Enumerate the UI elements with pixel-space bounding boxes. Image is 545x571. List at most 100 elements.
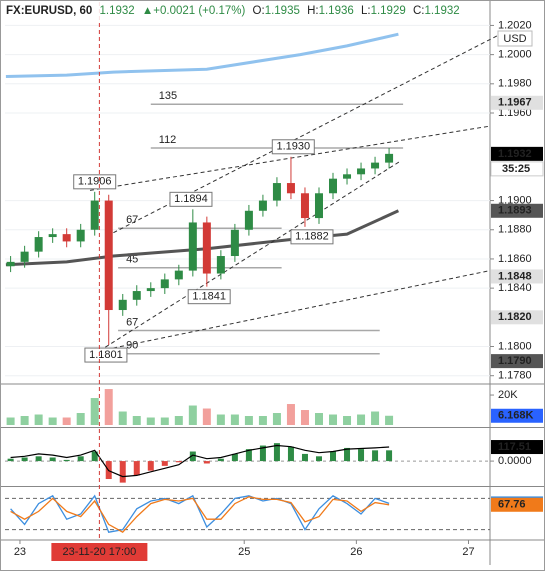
histogram-bar xyxy=(7,458,14,462)
volume-bar xyxy=(188,405,197,425)
candle-body xyxy=(174,270,183,280)
candle-body xyxy=(6,261,15,267)
price-label-bg xyxy=(491,310,543,325)
candle-body xyxy=(329,178,338,194)
candle-body xyxy=(48,234,57,238)
volume-bar xyxy=(272,413,281,425)
price-note-box xyxy=(187,289,231,305)
fib-level-label: 112 xyxy=(159,134,177,146)
candle-body xyxy=(34,237,43,252)
volume-bar xyxy=(286,404,295,425)
histogram-bar xyxy=(49,457,56,462)
price-note-box xyxy=(290,229,334,245)
volume-bar xyxy=(118,411,127,425)
price-note-box xyxy=(84,347,128,363)
volume-bar xyxy=(385,415,394,425)
histogram-bar xyxy=(175,461,182,463)
price-note: 1.1841 xyxy=(192,291,226,303)
volume-bar xyxy=(314,413,323,425)
volume-bar xyxy=(357,414,366,425)
trend-line xyxy=(99,270,491,352)
candle-body xyxy=(314,193,323,219)
histogram-bar xyxy=(77,456,84,462)
candle-body xyxy=(343,174,352,179)
price-label-bg xyxy=(491,269,543,284)
candle-body xyxy=(244,210,253,230)
candle-body xyxy=(76,229,85,242)
price-label-bg xyxy=(491,354,543,369)
histogram-bar xyxy=(358,449,365,462)
candle-body xyxy=(132,291,141,300)
ohlc-value: 1.1932 xyxy=(424,5,459,17)
volume-bar xyxy=(160,417,169,425)
fib-level-label: 45 xyxy=(126,254,138,266)
histogram-bar xyxy=(301,453,308,462)
volume-bar xyxy=(76,413,85,425)
candle-body xyxy=(188,222,197,271)
volume-bar xyxy=(20,416,29,425)
currency-box xyxy=(497,30,533,47)
candle-body xyxy=(216,256,225,274)
candle-body xyxy=(160,279,169,289)
volume-bar xyxy=(104,389,113,425)
fib-level-label: 90 xyxy=(126,340,138,352)
oscillator-line xyxy=(10,496,390,534)
candle-body xyxy=(202,222,211,274)
volume-bar xyxy=(258,416,267,425)
countdown: 35:25 xyxy=(502,163,530,175)
volume-bar xyxy=(34,414,43,425)
candle-body xyxy=(357,168,366,175)
candle-body xyxy=(258,200,267,211)
price-note: 1.1894 xyxy=(174,193,208,205)
price-label: 1.1848 xyxy=(498,270,532,282)
x-tick-label: 27 xyxy=(462,546,474,558)
candle-body xyxy=(146,288,155,292)
crosshair-label: 23-11-20 17:00 xyxy=(62,546,136,558)
axis-badge xyxy=(491,440,543,455)
histogram-bar xyxy=(245,449,252,462)
histogram-bar xyxy=(330,451,337,462)
candle-body xyxy=(90,200,99,230)
price-label: 1.1967 xyxy=(498,97,532,109)
ohlc-label: H: xyxy=(307,5,319,17)
price-note: 1.1930 xyxy=(276,141,310,153)
volume-bar xyxy=(329,414,338,425)
fib-level-label: 67 xyxy=(126,316,138,328)
histogram-bar xyxy=(63,459,70,462)
symbol: FX:EURUSD, 60 xyxy=(6,5,92,17)
histogram-bar xyxy=(147,461,154,471)
candle-body xyxy=(272,183,281,201)
histogram-bar xyxy=(287,446,294,462)
price-label: 1.1820 xyxy=(498,311,532,323)
histogram-bar xyxy=(344,447,351,462)
y-tick-label: 1.2020 xyxy=(498,19,532,31)
y-tick-label: 1.1860 xyxy=(498,253,532,265)
ohlc-value: 1.1936 xyxy=(319,5,354,17)
ohlc-label: O: xyxy=(253,5,265,17)
price-note-box xyxy=(73,174,117,190)
price-note-box xyxy=(169,191,213,207)
y-tick-label: 1.1980 xyxy=(498,78,532,90)
candle-body xyxy=(286,183,295,194)
axis-badge-label: 117.51 xyxy=(498,441,531,453)
y-tick-label: 1.1880 xyxy=(498,224,532,236)
candle-body xyxy=(371,162,380,169)
moving-average xyxy=(5,32,399,78)
histogram-bar xyxy=(315,456,322,462)
volume-bar xyxy=(371,411,380,425)
ohlc-label: C: xyxy=(413,5,425,17)
arrow: ▲ xyxy=(142,5,153,17)
volume-bar xyxy=(216,414,225,425)
price-note: 1.1801 xyxy=(89,349,123,361)
signal-line xyxy=(10,444,390,478)
volume-bar xyxy=(300,410,309,425)
oscillator-line xyxy=(10,494,390,533)
y-tick-label: 20K xyxy=(498,389,518,401)
candle-body xyxy=(300,193,309,219)
histogram-bar xyxy=(35,456,42,462)
fib-level-label: 135 xyxy=(159,90,177,102)
price-label: 1.1893 xyxy=(498,205,532,217)
volume-bar xyxy=(132,416,141,425)
